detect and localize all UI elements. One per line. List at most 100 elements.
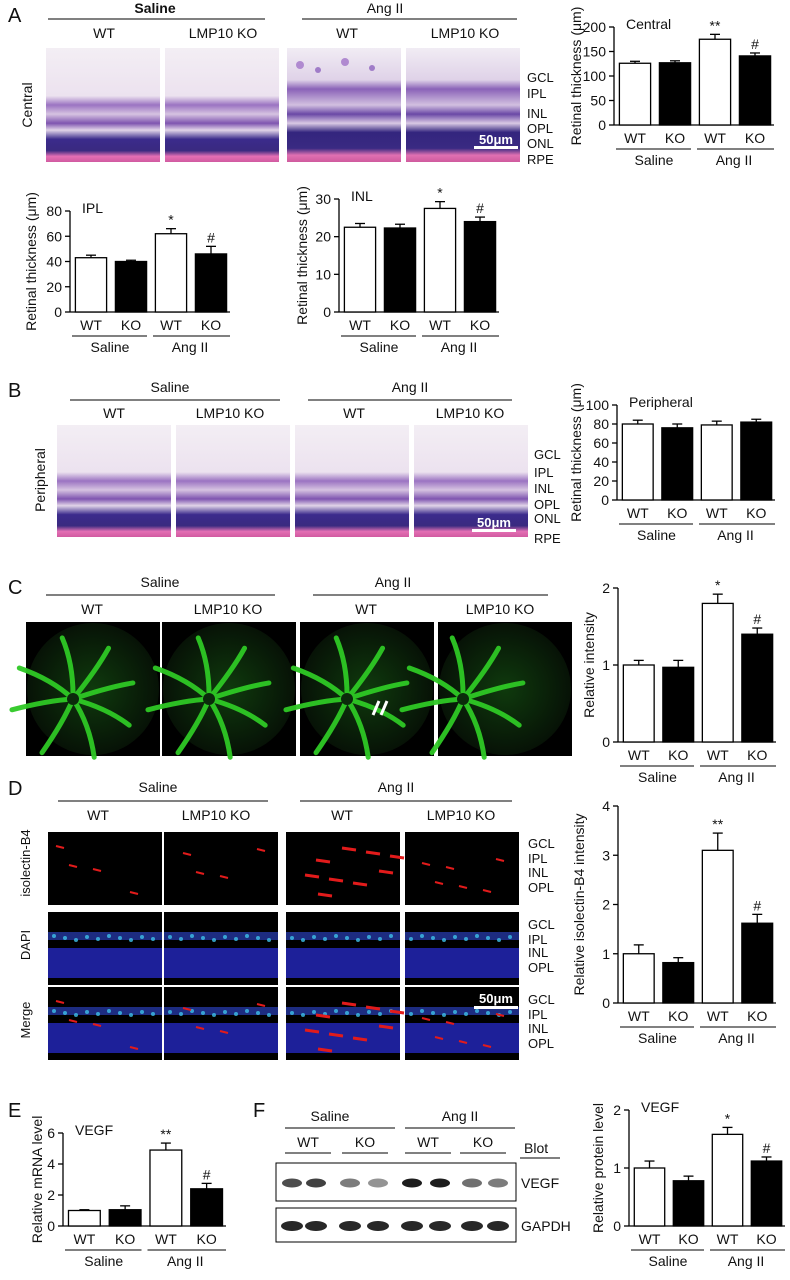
a-layer-gcl: GCL [527,70,554,85]
d-layer-gcl-1: GCL [528,836,555,851]
d-scale-bar-label: 50μm [479,991,513,1006]
f-label-ko-1: KO [355,1134,375,1150]
chart-title: Central [626,16,671,32]
bar-chart-2: 0 20 40 60 80 Retinal thickness (μm) IPL WT KO * W… [23,192,230,355]
x-tick-label: WT [80,317,102,333]
a-he-image-angii-wt [287,48,401,162]
chart-title: VEGF [75,1122,113,1138]
y-tick-label: 1 [602,946,610,962]
y-tick-label: 4 [47,1156,55,1172]
d-image-r3-c3 [286,987,405,1060]
d-image-r2-c2 [164,912,278,985]
f-header-saline: Saline [311,1108,350,1124]
bar [114,260,148,313]
d-layer-opl-2: OPL [528,960,554,975]
y-tick-label: 3 [602,847,610,863]
group-label-saline: Saline [635,152,674,168]
y-axis-label: Retinal thickness (μm) [294,186,310,325]
d-layer-labels: GCL IPL INL OPL GCL IPL INL OPL GCL IPL … [528,836,555,1051]
bar-chart-3: 0 10 20 30 Retinal thickness (μm) INL WT KO * WT #… [294,185,499,355]
a-he-image-saline-ko [165,48,279,162]
c-fundus-image-3 [283,622,434,760]
bar [698,38,732,126]
a-layer-labels: GCL IPL INL OPL ONL RPE [527,70,554,167]
d-image-r3-c1 [48,987,162,1060]
y-tick-label: 0 [598,117,606,133]
f-blot-vegf-bands [282,1178,508,1188]
group-label-angii: Ang II [441,339,478,355]
x-tick-label: WT [706,505,728,521]
gapdh-band [401,1221,423,1231]
a-label-ko-2: LMP10 KO [431,25,500,41]
group-label-angii: Ang II [717,527,754,543]
bar [738,55,772,126]
x-tick-label: WT [73,1231,95,1247]
b-label-wt-1: WT [103,405,125,421]
d-scale-bar [474,1006,518,1009]
y-tick-label: 0 [323,304,331,320]
d-image-r2-c4 [405,912,519,985]
x-tick-label: WT [349,317,371,333]
vegf-band [306,1178,326,1188]
x-tick-label: KO [678,1231,698,1247]
x-tick-label: WT [624,130,646,146]
x-tick-label: KO [747,1008,767,1024]
bar [194,253,228,313]
bar [741,633,774,743]
d-label-wt-2: WT [331,807,353,823]
y-tick-label: 0 [613,1218,621,1234]
bar [701,602,734,743]
y-axis-label: Retinal thickness (μm) [568,7,584,146]
a-label-wt-2: WT [336,25,358,41]
bar [67,1209,101,1227]
y-tick-label: 20 [46,279,62,295]
b-layer-gcl: GCL [534,447,561,462]
x-tick-label: KO [665,130,685,146]
x-tick-label: KO [746,505,766,521]
bar [711,1133,744,1227]
significance-marker: ** [712,816,723,832]
chart-title: Peripheral [629,394,693,410]
group-label-saline: Saline [637,527,676,543]
b-layer-opl: OPL [534,497,560,512]
y-tick-label: 0 [602,734,610,750]
y-tick-label: 60 [593,435,609,451]
bar [383,227,417,313]
f-header-angii: Ang II [442,1108,479,1124]
d-layer-opl-3: OPL [528,1036,554,1051]
x-tick-label: KO [756,1231,776,1247]
bar [740,421,773,501]
bar [700,424,733,501]
y-tick-label: 40 [46,254,62,270]
a-label-ko-1: LMP10 KO [189,25,258,41]
panel-letter-d: D [8,778,22,800]
x-tick-label: KO [115,1231,135,1247]
bar [701,849,734,1004]
group-label-angii: Ang II [167,1253,204,1269]
d-image-r2-c1 [48,912,162,985]
y-tick-label: 6 [47,1125,55,1141]
y-axis-label: Relative mRNA level [29,1116,45,1244]
x-tick-label: WT [628,747,650,763]
y-tick-label: 100 [586,397,610,413]
significance-marker: * [715,577,721,593]
x-tick-label: KO [667,505,687,521]
group-label-angii: Ang II [728,1253,765,1269]
bar [661,427,694,501]
d-header-angii: Ang II [378,779,415,795]
y-tick-label: 200 [583,19,607,35]
panel-letter-e: E [8,1100,21,1122]
x-tick-label: WT [707,747,729,763]
y-tick-label: 30 [315,191,331,207]
d-layer-ipl-2: IPL [528,932,548,947]
group-label-angii: Ang II [718,1030,755,1046]
b-header-angii: Ang II [392,379,429,395]
a-layer-opl: OPL [527,121,553,136]
d-layer-inl-3: INL [528,1021,548,1036]
gapdh-band [339,1221,361,1231]
x-tick-label: WT [628,1008,650,1024]
bar [154,233,188,313]
bar-chart-5: 0 1 2 Relative intensity WT KO * WT # KO Saline Ang… [581,577,776,785]
